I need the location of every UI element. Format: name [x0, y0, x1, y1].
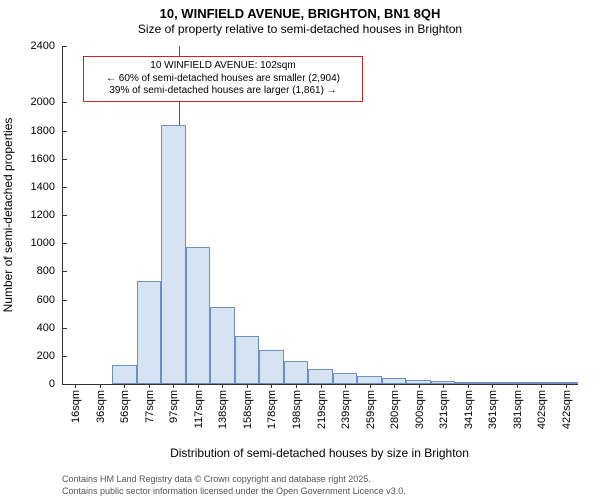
histogram-bar	[308, 369, 333, 384]
x-tick: 280sqm	[387, 384, 401, 429]
x-tick: 341sqm	[461, 384, 475, 429]
annotation-box: 10 WINFIELD AVENUE: 102sqm ← 60% of semi…	[83, 56, 363, 102]
annotation-line3: 39% of semi-detached houses are larger (…	[90, 85, 356, 98]
x-tick: 97sqm	[166, 384, 180, 423]
x-axis-label: Distribution of semi-detached houses by …	[62, 446, 577, 460]
y-tick: 1000	[31, 237, 63, 249]
histogram-bar	[357, 376, 382, 384]
y-tick: 2400	[31, 40, 63, 52]
y-tick: 800	[37, 265, 63, 277]
x-tick: 381sqm	[510, 384, 524, 429]
x-tick: 259sqm	[363, 384, 377, 429]
x-tick: 300sqm	[412, 384, 426, 429]
x-tick: 77sqm	[142, 384, 156, 423]
x-tick: 36sqm	[93, 384, 107, 423]
x-tick: 178sqm	[264, 384, 278, 429]
x-tick: 219sqm	[314, 384, 328, 429]
chart-container: 10, WINFIELD AVENUE, BRIGHTON, BN1 8QH S…	[0, 0, 600, 500]
x-tick: 402sqm	[534, 384, 548, 429]
y-tick: 0	[49, 378, 63, 390]
histogram-bar	[137, 281, 162, 384]
y-tick: 1200	[31, 209, 63, 221]
histogram-bar	[259, 350, 284, 384]
annotation-line2: ← 60% of semi-detached houses are smalle…	[90, 73, 356, 86]
footer-line1: Contains HM Land Registry data © Crown c…	[62, 474, 406, 486]
y-tick: 1800	[31, 125, 63, 137]
x-tick: 56sqm	[117, 384, 131, 423]
x-tick: 198sqm	[289, 384, 303, 429]
x-tick: 239sqm	[338, 384, 352, 429]
y-tick: 200	[37, 350, 63, 362]
histogram-bar	[161, 125, 186, 384]
x-tick: 117sqm	[191, 384, 205, 428]
x-tick: 138sqm	[215, 384, 229, 429]
chart-subtitle: Size of property relative to semi-detach…	[0, 22, 600, 40]
x-tick: 16sqm	[68, 384, 82, 423]
x-tick: 321sqm	[436, 384, 450, 429]
histogram-bar	[186, 247, 211, 384]
y-tick: 1600	[31, 153, 63, 165]
y-tick: 600	[37, 294, 63, 306]
x-tick: 158sqm	[240, 384, 254, 429]
histogram-bar	[210, 307, 235, 384]
y-tick: 1400	[31, 181, 63, 193]
footer: Contains HM Land Registry data © Crown c…	[62, 474, 406, 497]
histogram-bar	[333, 373, 358, 384]
x-tick: 422sqm	[559, 384, 573, 429]
annotation-line1: 10 WINFIELD AVENUE: 102sqm	[90, 60, 356, 73]
x-tick: 361sqm	[485, 384, 499, 429]
y-tick: 2000	[31, 96, 63, 108]
footer-line2: Contains public sector information licen…	[62, 486, 406, 498]
y-axis-label: Number of semi-detached properties	[1, 118, 15, 313]
chart-title: 10, WINFIELD AVENUE, BRIGHTON, BN1 8QH	[0, 0, 600, 22]
histogram-bar	[284, 361, 309, 384]
plot-area: 10 WINFIELD AVENUE: 102sqm ← 60% of semi…	[62, 46, 578, 385]
histogram-bar	[112, 365, 137, 384]
y-tick: 400	[37, 322, 63, 334]
histogram-bar	[235, 336, 260, 384]
